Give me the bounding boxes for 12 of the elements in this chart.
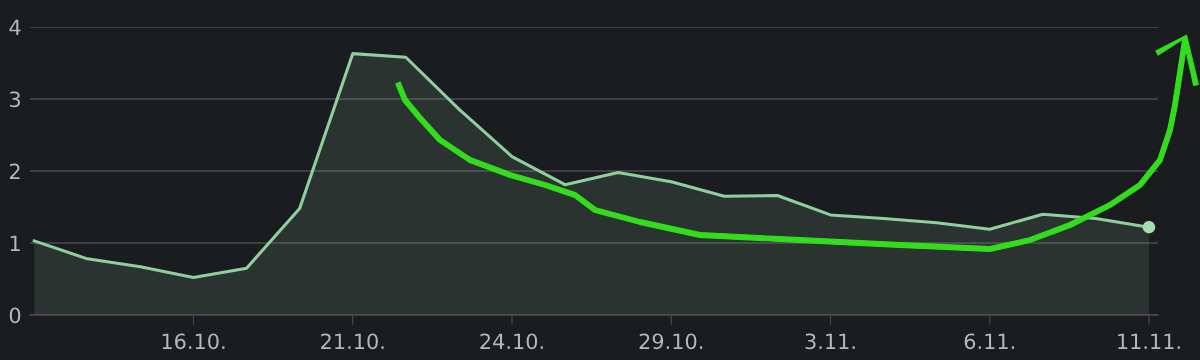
- y-tick-label: 1: [10, 235, 20, 251]
- y-tick-label: 0: [9, 307, 21, 324]
- x-tick-label: 11.11.: [1118, 333, 1180, 349]
- x-tick-label: 21.10.: [321, 333, 384, 350]
- x-tick-label: 3.11.: [805, 333, 855, 350]
- x-tick-label: 16.10.: [162, 333, 225, 350]
- x-tick-label: 24.10.: [480, 333, 543, 350]
- y-tick-label: 2: [9, 163, 20, 179]
- y-tick-label: 3: [10, 91, 20, 108]
- x-tick-label: 29.10.: [639, 333, 703, 350]
- x-tick-label: 6.11.: [964, 333, 1014, 350]
- y-tick-label: 4: [9, 19, 21, 35]
